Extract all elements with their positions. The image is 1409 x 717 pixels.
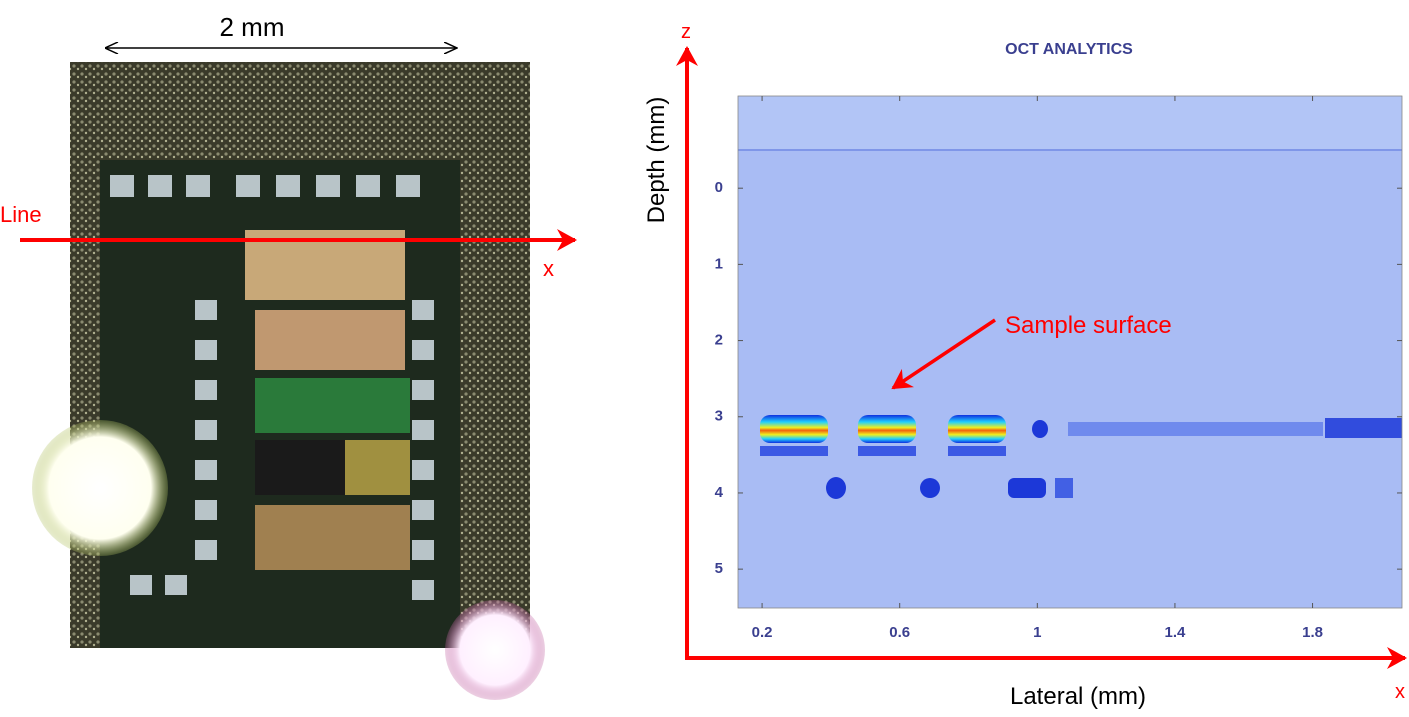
chart-title: OCT ANALYTICS: [1005, 41, 1133, 58]
x-tick-label: 1.8: [1302, 624, 1323, 641]
photo-x-label: x: [543, 256, 554, 281]
scale-label: 2 mm: [220, 12, 285, 42]
figure: 2 mm Line x z x OCT ANALYTICS Depth (mm)…: [0, 0, 1409, 712]
z-axis-letter: z: [681, 21, 691, 43]
y-tick-label: 2: [715, 332, 723, 349]
line-label: Line: [0, 202, 42, 227]
annotation: Sample surface: [1005, 312, 1172, 339]
page: {"photo": {"scale_label": "2 mm", "line_…: [0, 0, 1409, 712]
y-tick-label: 5: [715, 560, 723, 577]
x-tick-label: 1.4: [1165, 624, 1187, 641]
y-tick-label: 4: [715, 484, 724, 501]
y-axis-title: Depth (mm): [643, 97, 670, 224]
y-tick-label: 1: [715, 255, 723, 272]
x-axis-title: Lateral (mm): [1010, 683, 1146, 710]
x-tick-label: 0.2: [752, 624, 773, 641]
chip-photo: [32, 62, 545, 700]
y-tick-label: 3: [715, 408, 723, 425]
x-tick-label: 1: [1033, 624, 1041, 641]
oct-image: [738, 96, 1402, 608]
x-axis-letter: x: [1395, 681, 1405, 703]
x-tick-label: 0.6: [889, 624, 910, 641]
y-tick-label: 0: [715, 179, 723, 196]
